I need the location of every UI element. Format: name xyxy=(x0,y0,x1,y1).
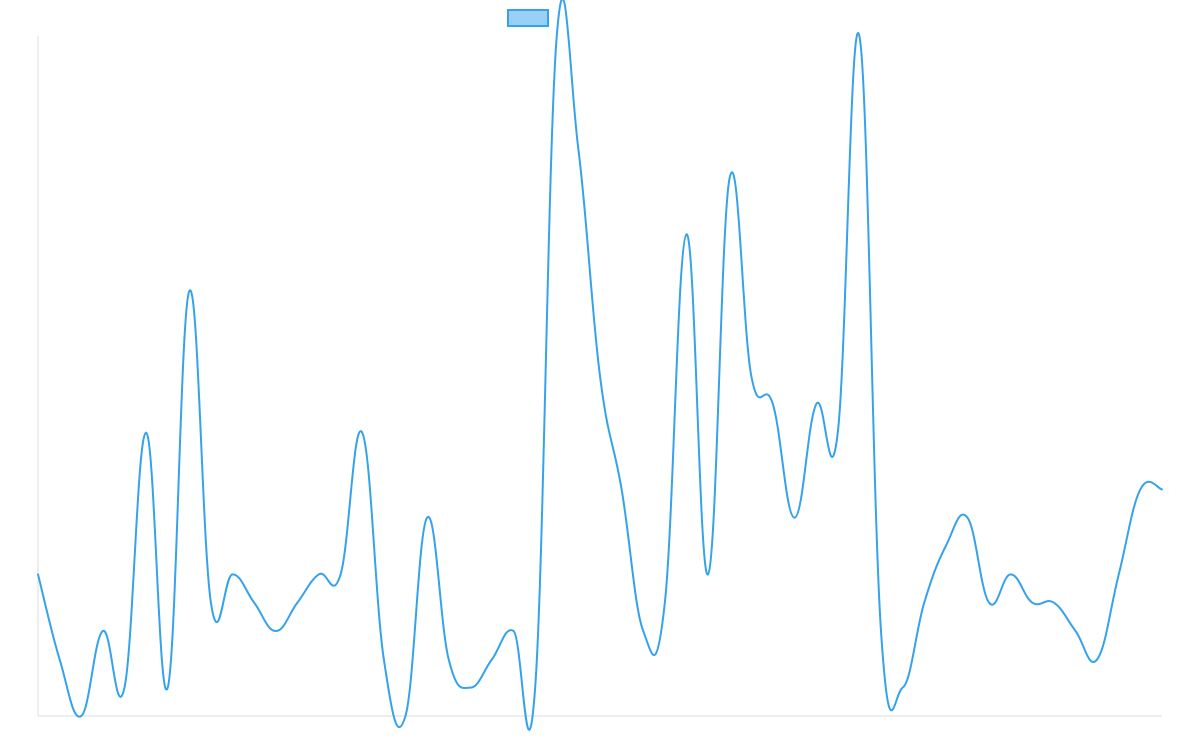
legend-swatch[interactable] xyxy=(507,9,549,27)
legend xyxy=(507,9,549,27)
series-layer xyxy=(37,0,1163,731)
axes xyxy=(37,36,1162,717)
series-line xyxy=(37,0,1163,731)
